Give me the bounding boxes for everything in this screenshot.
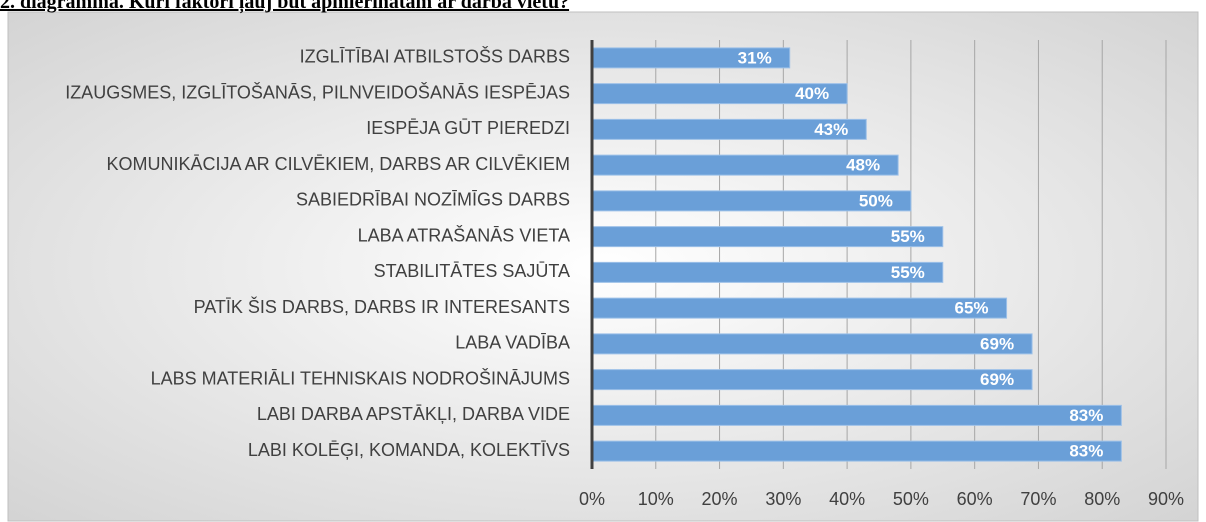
x-tick-label: 40% xyxy=(829,489,865,509)
data-label: 48% xyxy=(846,156,880,175)
x-tick-label: 20% xyxy=(702,489,738,509)
bar xyxy=(591,333,1033,355)
y-tick-label: LABA ATRAŠANĀS VIETA xyxy=(358,224,570,245)
data-label: 43% xyxy=(814,120,848,139)
y-tick-label: KOMUNIKĀCIJA AR CILVĒKIEM, DARBS AR CILV… xyxy=(107,154,570,174)
x-tick-label: 70% xyxy=(1020,489,1056,509)
x-tick-label: 0% xyxy=(579,489,605,509)
data-label: 83% xyxy=(1069,442,1103,461)
bar xyxy=(591,440,1122,462)
y-tick-label: PATĪK ŠIS DARBS, DARBS IR INTERESANTS xyxy=(194,296,570,317)
y-tick-label: IESPĒJA GŪT PIEREDZI xyxy=(366,118,570,138)
y-tick-label: LABI DARBA APSTĀKĻI, DARBA VIDE xyxy=(257,404,570,424)
y-tick-label: IZAUGSMES, IZGLĪTOŠANĀS, PILNVEIDOŠANĀS … xyxy=(65,81,570,102)
data-label: 65% xyxy=(955,299,989,318)
data-label: 69% xyxy=(980,370,1014,389)
bar xyxy=(591,297,1008,319)
data-label: 83% xyxy=(1069,406,1103,425)
y-tick-label: LABI KOLĒĢI, KOMANDA, KOLEKTĪVS xyxy=(248,440,570,460)
x-tick-label: 10% xyxy=(638,489,674,509)
x-tick-label: 90% xyxy=(1148,489,1184,509)
bar xyxy=(591,369,1033,391)
y-tick-label: STABILITĀTES SAJŪTA xyxy=(374,261,570,281)
data-label: 55% xyxy=(891,227,925,246)
x-tick-label: 30% xyxy=(765,489,801,509)
data-label: 55% xyxy=(891,263,925,282)
y-tick-label: LABS MATERIĀLI TEHNISKAIS NODROŠINĀJUMS xyxy=(151,367,570,388)
data-label: 31% xyxy=(738,48,772,67)
x-tick-label: 80% xyxy=(1084,489,1120,509)
y-tick-label: IZGLĪTĪBAI ATBILSTOŠS DARBS xyxy=(300,46,570,67)
chart-title: 2. diagramma. Kuri faktori ļauj būt apmi… xyxy=(0,0,570,13)
bar xyxy=(591,404,1122,426)
y-tick-label: LABA VADĪBA xyxy=(455,333,570,353)
y-tick-label: SABIEDRĪBAI NOZĪMĪGS DARBS xyxy=(296,190,570,210)
data-label: 50% xyxy=(859,191,893,210)
data-label: 40% xyxy=(795,84,829,103)
x-tick-label: 60% xyxy=(957,489,993,509)
x-tick-label: 50% xyxy=(893,489,929,509)
data-label: 69% xyxy=(980,334,1014,353)
